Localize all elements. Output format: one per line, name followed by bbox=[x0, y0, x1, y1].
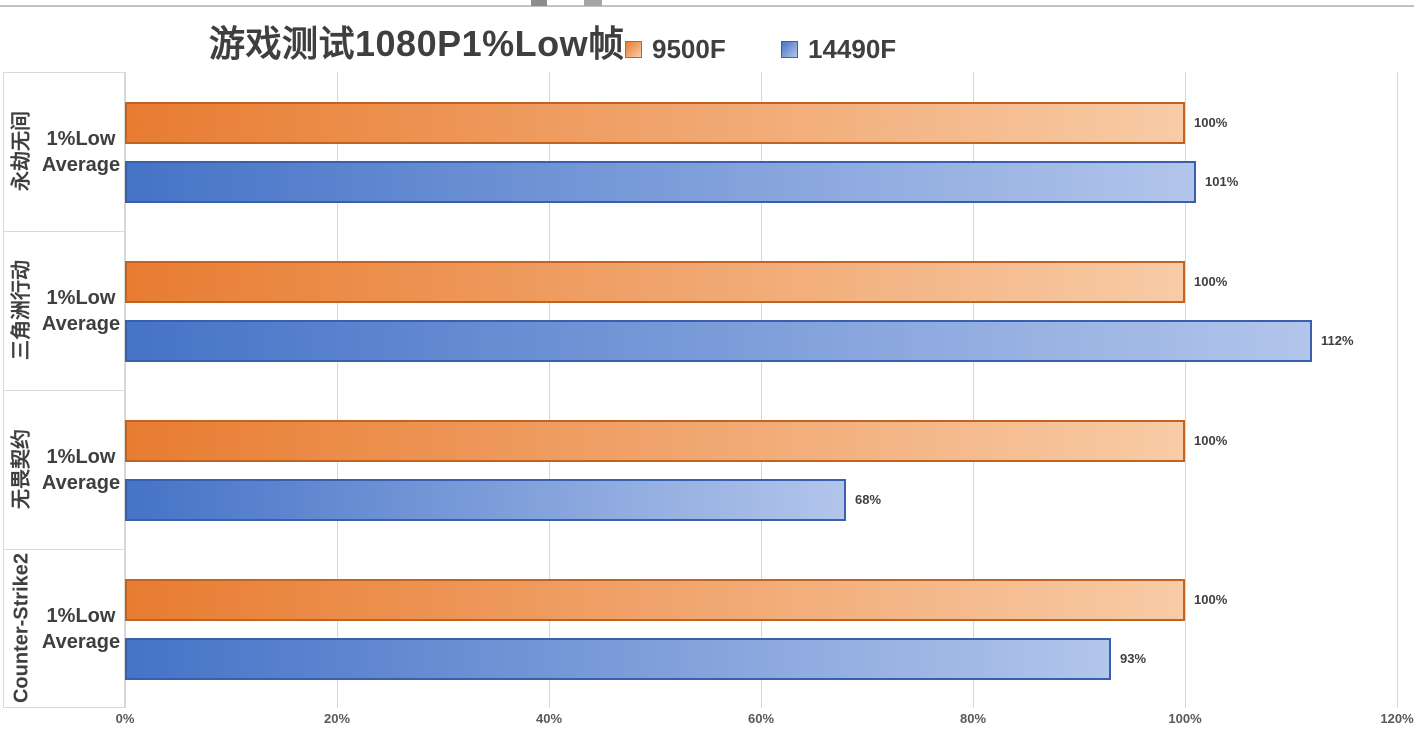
x-axis-tick-label: 100% bbox=[1168, 711, 1202, 726]
value-label: 100% bbox=[1194, 274, 1228, 289]
bar-14490f-3[interactable] bbox=[125, 479, 846, 521]
gridline bbox=[1397, 72, 1398, 708]
cropped-content-remnant bbox=[584, 0, 602, 6]
bar-14490f-4[interactable] bbox=[125, 638, 1111, 680]
top-crop-line bbox=[0, 5, 1414, 7]
category-separator bbox=[3, 231, 125, 232]
category-sub-label-line: Average bbox=[41, 153, 121, 176]
bar-9500f-2[interactable] bbox=[125, 261, 1185, 303]
value-label: 112% bbox=[1321, 333, 1354, 348]
category-sub-label: 1%Low Average bbox=[38, 549, 124, 708]
gridline bbox=[761, 72, 762, 708]
bar-14490f-1[interactable] bbox=[125, 161, 1196, 203]
category-separator bbox=[3, 390, 125, 391]
legend-swatch-orange-icon bbox=[625, 40, 642, 58]
category-sub-label: 1%Low Average bbox=[38, 231, 124, 390]
category-sub-label-line: Average bbox=[41, 312, 121, 335]
x-axis-tick-label: 40% bbox=[535, 711, 563, 726]
legend-item-9500f[interactable]: 9500F bbox=[625, 36, 726, 62]
bar-9500f-1[interactable] bbox=[125, 102, 1185, 144]
gridline bbox=[973, 72, 974, 708]
legend-label: 14490F bbox=[808, 34, 897, 64]
legend-label: 9500F bbox=[652, 34, 726, 64]
category-sub-label-line: 1%Low bbox=[46, 604, 116, 627]
gridline bbox=[549, 72, 550, 708]
chart-title[interactable]: 游戏测试1080P1%Low帧 bbox=[209, 23, 625, 64]
category-sub-label-line: 1%Low bbox=[46, 286, 116, 309]
value-label: 100% bbox=[1194, 433, 1228, 448]
x-axis-tick-label: 60% bbox=[747, 711, 775, 726]
category-separator bbox=[3, 549, 125, 550]
gridline bbox=[1185, 72, 1186, 708]
x-axis-tick-label: 20% bbox=[323, 711, 351, 726]
category-label-4: Counter-Strike2 bbox=[10, 552, 33, 704]
value-label: 93% bbox=[1120, 651, 1147, 666]
x-axis-tick-label: 0% bbox=[115, 711, 135, 726]
category-sub-label-line: Average bbox=[41, 471, 121, 494]
legend-item-14490f[interactable]: 14490F bbox=[781, 36, 896, 62]
category-sub-label: 1%Low Average bbox=[38, 390, 124, 549]
category-sub-label-line: 1%Low bbox=[46, 127, 116, 150]
bar-14490f-2[interactable] bbox=[125, 320, 1312, 362]
value-label: 68% bbox=[855, 492, 882, 507]
bar-9500f-3[interactable] bbox=[125, 420, 1185, 462]
category-sub-label-line: 1%Low bbox=[46, 445, 116, 468]
x-axis-tick-label: 120% bbox=[1380, 711, 1414, 726]
cropped-content-remnant bbox=[531, 0, 547, 6]
category-label-2: 三角洲行动 bbox=[10, 260, 33, 360]
x-axis-tick-label: 80% bbox=[959, 711, 987, 726]
category-sub-label: 1%Low Average bbox=[38, 72, 124, 231]
category-label-1: 永劫无间 bbox=[10, 111, 33, 191]
value-label: 100% bbox=[1194, 115, 1228, 130]
bar-9500f-4[interactable] bbox=[125, 579, 1185, 621]
legend-swatch-blue-icon bbox=[781, 40, 798, 58]
gridline bbox=[125, 72, 126, 708]
category-sub-label-line: Average bbox=[41, 630, 121, 653]
category-label-3: 无畏契约 bbox=[10, 429, 33, 509]
value-label: 100% bbox=[1194, 592, 1228, 607]
value-label: 101% bbox=[1205, 174, 1239, 189]
gridline bbox=[337, 72, 338, 708]
